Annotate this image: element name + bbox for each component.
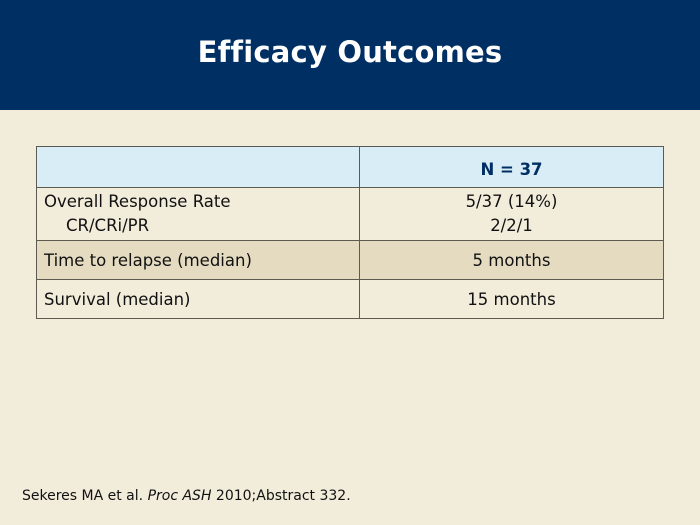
header-n-cell: N = 37 (359, 146, 664, 188)
table-row: Overall Response Rate CR/CRi/PR 5/37 (14… (36, 187, 664, 241)
table-header-row: N = 37 (36, 146, 664, 188)
row-value: 5/37 (14%) (465, 192, 558, 211)
row-value: 15 months (359, 279, 664, 319)
header-label-cell (36, 146, 360, 188)
citation-authors: Sekeres MA et al. (22, 488, 148, 504)
table-row: Time to relapse (median) 5 months (36, 240, 664, 280)
row-value-cell: 5/37 (14%) 2/2/1 (359, 187, 664, 241)
efficacy-table: N = 37 Overall Response Rate CR/CRi/PR 5… (36, 146, 664, 319)
citation: Sekeres MA et al. Proc ASH 2010;Abstract… (22, 488, 351, 504)
row-value: 5 months (359, 240, 664, 280)
row-subvalue: 2/2/1 (490, 216, 533, 235)
row-label: Survival (median) (36, 279, 360, 319)
slide-title: Efficacy Outcomes (197, 35, 503, 69)
row-label: Overall Response Rate (44, 192, 231, 211)
row-label-cell: Overall Response Rate CR/CRi/PR (36, 187, 360, 241)
row-label: Time to relapse (median) (36, 240, 360, 280)
title-bar: Efficacy Outcomes (0, 0, 700, 110)
row-sublabel: CR/CRi/PR (66, 216, 150, 235)
citation-journal: Proc ASH (147, 488, 212, 504)
citation-details: 2010;Abstract 332. (211, 488, 351, 504)
table-row: Survival (median) 15 months (36, 279, 664, 319)
